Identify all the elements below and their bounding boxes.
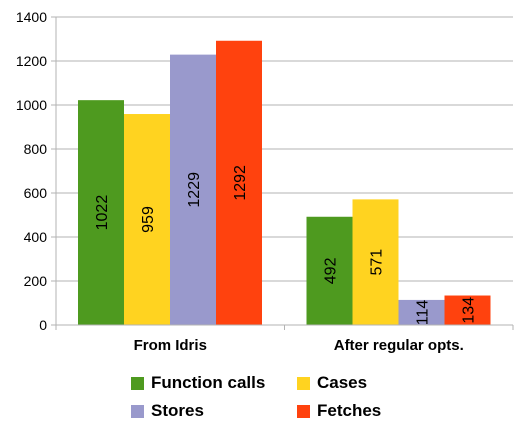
data-label: 1022 (94, 195, 111, 231)
y-tick-label: 1400 (16, 9, 47, 25)
x-tick-label: After regular opts. (334, 337, 464, 354)
x-tick-label: From Idris (134, 337, 207, 354)
bar (306, 216, 353, 325)
legend-swatch (131, 376, 144, 390)
bars (78, 40, 491, 326)
y-tick-label: 0 (39, 317, 47, 333)
y-tick-label: 800 (24, 141, 48, 157)
legend-item-cases: Cases (297, 372, 367, 394)
y-tick-label: 400 (24, 229, 48, 245)
legend-label: Stores (151, 401, 204, 420)
legend-label: Cases (317, 373, 368, 392)
bar (444, 295, 491, 325)
data-label: 571 (369, 249, 386, 276)
bar (78, 100, 124, 325)
y-tick-label: 1000 (16, 97, 47, 113)
legend-label: Fetches (317, 401, 382, 420)
data-label: 492 (323, 257, 340, 284)
legend-swatch (131, 404, 144, 418)
legend-swatch (297, 404, 310, 418)
data-label: 1292 (232, 165, 249, 201)
axes (55, 17, 514, 330)
data-label: 134 (461, 297, 478, 324)
y-tick-label: 1200 (16, 53, 47, 69)
bar (124, 114, 170, 326)
legend-swatch (297, 376, 310, 390)
data-label: 114 (415, 300, 432, 326)
data-label: 959 (140, 206, 157, 233)
data-labels: 1022 959 1229 1292 492 571 114 134 (94, 165, 478, 325)
category-labels: From Idris After regular opts. (134, 337, 464, 354)
y-tick-label: 200 (24, 273, 48, 289)
bar (216, 40, 262, 325)
legend-item-stores: Stores (131, 400, 204, 422)
legend-label: Function calls (151, 373, 266, 392)
bar (170, 54, 216, 326)
bar (398, 299, 445, 325)
y-tick-label: 600 (24, 185, 48, 201)
legend-item-fetches: Fetches (297, 400, 381, 422)
data-label: 1229 (186, 172, 203, 208)
bar-chart: 0 200 400 600 800 1000 1200 1400 1022 959 1229 129… (16, 9, 514, 354)
y-axis-ticks: 0 200 400 600 800 1000 1200 1400 (16, 9, 56, 333)
bar (352, 199, 399, 325)
legend-item-function-calls: Function calls (131, 372, 265, 394)
